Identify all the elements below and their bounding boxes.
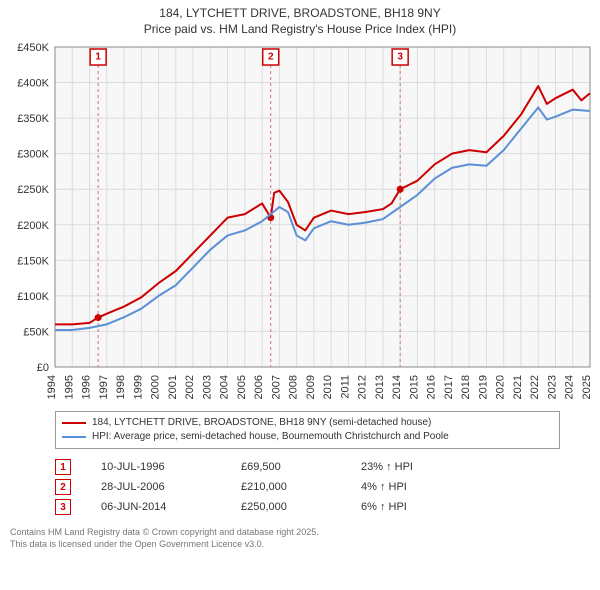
sale-price: £210,000	[241, 481, 331, 493]
title-block: 184, LYTCHETT DRIVE, BROADSTONE, BH18 9N…	[0, 0, 600, 37]
y-tick-label: £350K	[17, 113, 49, 125]
sale-marker-box: 1	[55, 459, 71, 475]
legend-label: HPI: Average price, semi-detached house,…	[92, 430, 449, 444]
y-tick-label: £150K	[17, 256, 49, 268]
legend-item: 184, LYTCHETT DRIVE, BROADSTONE, BH18 9N…	[62, 416, 553, 430]
x-tick-label: 1995	[63, 375, 75, 399]
x-tick-label: 2013	[374, 375, 386, 399]
title-line-2: Price paid vs. HM Land Registry's House …	[0, 22, 600, 38]
x-tick-label: 2003	[201, 375, 213, 399]
sale-price: £250,000	[241, 501, 331, 513]
x-tick-label: 1996	[81, 375, 93, 399]
sale-date: 28-JUL-2006	[101, 481, 211, 493]
sale-marker-box: 2	[55, 479, 71, 495]
x-tick-label: 2021	[512, 375, 524, 399]
x-tick-label: 1999	[132, 375, 144, 399]
x-tick-label: 2014	[391, 375, 403, 399]
x-tick-label: 2020	[495, 375, 507, 399]
sale-delta: 6% ↑ HPI	[361, 501, 407, 513]
x-tick-label: 2009	[305, 375, 317, 399]
sales-table: 1 10-JUL-1996 £69,500 23% ↑ HPI 2 28-JUL-2006…	[55, 457, 560, 517]
y-tick-label: £50K	[23, 327, 49, 339]
x-tick-label: 2007	[270, 375, 282, 399]
x-tick-label: 2004	[219, 375, 231, 399]
sale-date: 06-JUN-2014	[101, 501, 211, 513]
x-tick-label: 2005	[236, 375, 248, 399]
sale-date: 10-JUL-1996	[101, 461, 211, 473]
legend-swatch	[62, 436, 86, 438]
title-line-1: 184, LYTCHETT DRIVE, BROADSTONE, BH18 9N…	[0, 6, 600, 22]
footer-line-2: This data is licensed under the Open Gov…	[10, 539, 590, 551]
legend-label: 184, LYTCHETT DRIVE, BROADSTONE, BH18 9N…	[92, 416, 431, 430]
x-tick-label: 2002	[184, 375, 196, 399]
svg-text:3: 3	[397, 52, 403, 63]
y-tick-label: £0	[37, 362, 49, 374]
y-tick-label: £450K	[17, 42, 49, 54]
x-tick-label: 2001	[167, 375, 179, 399]
x-tick-label: 2016	[426, 375, 438, 399]
x-tick-label: 2022	[529, 375, 541, 399]
x-tick-label: 2019	[477, 375, 489, 399]
x-tick-label: 2012	[357, 375, 369, 399]
legend: 184, LYTCHETT DRIVE, BROADSTONE, BH18 9N…	[55, 411, 560, 449]
x-tick-label: 2011	[339, 375, 351, 399]
sale-delta: 4% ↑ HPI	[361, 481, 407, 493]
y-tick-label: £250K	[17, 184, 49, 196]
svg-text:2: 2	[268, 52, 274, 63]
sale-row: 3 06-JUN-2014 £250,000 6% ↑ HPI	[55, 497, 560, 517]
x-tick-label: 2024	[564, 375, 576, 399]
x-tick-label: 2025	[581, 375, 593, 399]
footer-line-1: Contains HM Land Registry data © Crown c…	[10, 527, 590, 539]
chart-area: £0 £50K £100K £150K £200K £250K £300K £350K £400…	[0, 37, 600, 407]
x-tick-label: 2017	[443, 375, 455, 399]
x-tick-label: 2015	[408, 375, 420, 399]
sale-delta: 23% ↑ HPI	[361, 461, 413, 473]
sale-marker: 3	[392, 49, 408, 65]
x-tick-label: 2006	[253, 375, 265, 399]
footer: Contains HM Land Registry data © Crown c…	[10, 527, 590, 550]
sale-row: 2 28-JUL-2006 £210,000 4% ↑ HPI	[55, 477, 560, 497]
line-chart-svg: £0 £50K £100K £150K £200K £250K £300K £350K £400…	[0, 37, 600, 407]
x-tick-label: 1998	[115, 375, 127, 399]
x-tick-label: 2000	[150, 375, 162, 399]
x-tick-label: 2010	[322, 375, 334, 399]
sale-marker: 1	[90, 49, 106, 65]
sale-marker-box: 3	[55, 499, 71, 515]
x-tick-label: 1997	[98, 375, 110, 399]
y-tick-label: £300K	[17, 149, 49, 161]
y-tick-label: £100K	[17, 291, 49, 303]
sale-price: £69,500	[241, 461, 331, 473]
legend-swatch	[62, 422, 86, 424]
y-tick-label: £400K	[17, 78, 49, 90]
x-tick-label: 2008	[288, 375, 300, 399]
y-tick-label: £200K	[17, 220, 49, 232]
sale-row: 1 10-JUL-1996 £69,500 23% ↑ HPI	[55, 457, 560, 477]
x-tick-label: 2023	[546, 375, 558, 399]
svg-text:1: 1	[95, 52, 101, 63]
legend-item: HPI: Average price, semi-detached house,…	[62, 430, 553, 444]
x-tick-label: 1994	[46, 375, 58, 399]
sale-marker: 2	[263, 49, 279, 65]
x-tick-label: 2018	[460, 375, 472, 399]
